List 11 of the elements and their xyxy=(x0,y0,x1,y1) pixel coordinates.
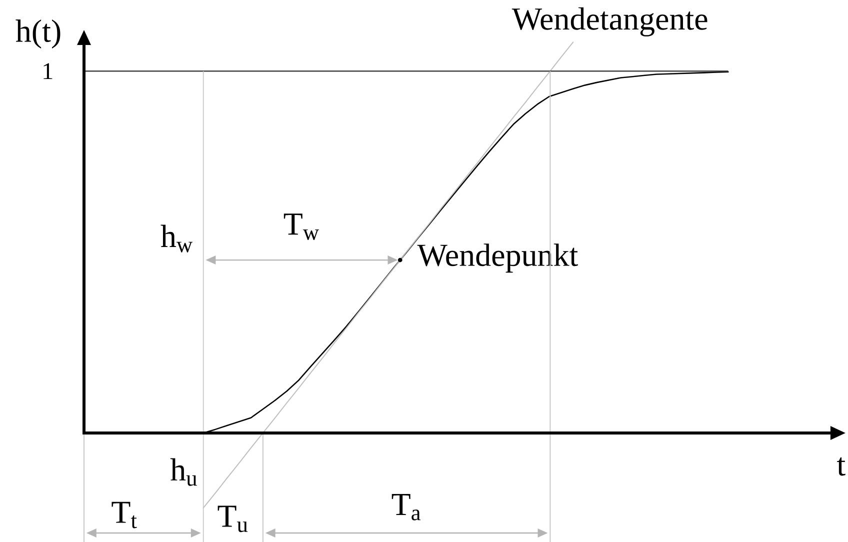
y-axis-title: h(t) xyxy=(16,19,60,49)
annotation: h$_{u}$ xyxy=(170,458,197,486)
ref-line-label: 1 xyxy=(44,63,52,80)
x-axis-title: t xyxy=(837,457,846,476)
annotation: T$_{w}$ xyxy=(284,214,319,240)
annotation: T$_{u}$ xyxy=(218,506,248,532)
text: Wendetangente xyxy=(512,7,708,36)
annotation: T$_{a}$ xyxy=(392,494,420,520)
annotation: Wendepunkt xyxy=(417,244,578,273)
annotation: h$_{w}$ xyxy=(160,224,193,252)
annotation: T$_{t}$ xyxy=(112,502,137,528)
